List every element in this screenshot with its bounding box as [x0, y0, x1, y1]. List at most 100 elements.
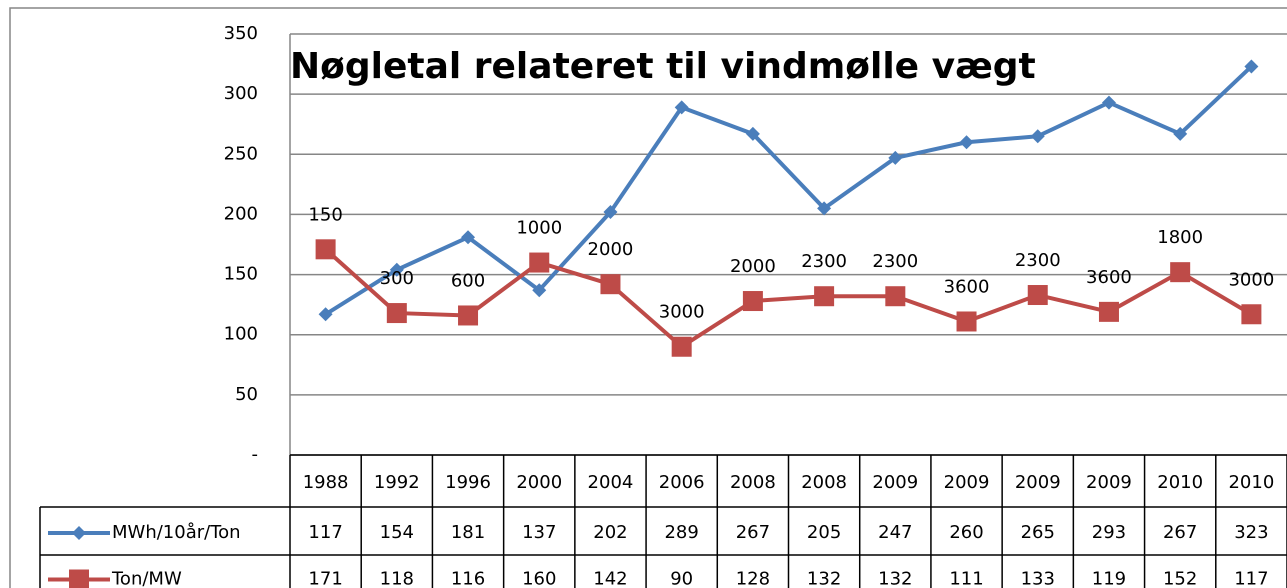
marker	[1244, 59, 1259, 74]
marker	[386, 303, 407, 324]
annotation: 2300	[801, 251, 847, 272]
marker	[318, 307, 333, 322]
table-value: 154	[380, 522, 414, 543]
marker	[671, 336, 692, 357]
table-value: 117	[1234, 569, 1268, 588]
annotation: 3000	[659, 302, 705, 323]
table-value: 323	[1234, 522, 1268, 543]
marker	[458, 305, 479, 326]
x-tick-label: 2008	[801, 472, 847, 493]
marker	[69, 569, 89, 588]
x-tick-label: 1992	[374, 472, 420, 493]
x-tick-label: 2000	[516, 472, 562, 493]
table-value: 90	[670, 569, 693, 588]
marker	[1098, 301, 1119, 322]
marker	[959, 135, 974, 150]
x-tick-label: 2010	[1157, 472, 1203, 493]
annotation: 300	[380, 268, 414, 289]
x-tick-label: 2008	[730, 472, 776, 493]
y-tick-label: 200	[224, 203, 258, 224]
x-tick-label: 2009	[1015, 472, 1061, 493]
table-value: 289	[664, 522, 698, 543]
table-value: 181	[451, 522, 485, 543]
marker	[461, 230, 476, 245]
marker	[745, 126, 760, 141]
marker	[885, 286, 906, 307]
table-value: 132	[878, 569, 912, 588]
marker	[888, 150, 903, 165]
table-value: 205	[807, 522, 841, 543]
marker	[603, 205, 618, 220]
table-value: 152	[1163, 569, 1197, 588]
marker	[72, 526, 86, 540]
table-value: 118	[380, 569, 414, 588]
marker	[817, 201, 832, 216]
table-value: 133	[1021, 569, 1055, 588]
annotation: 3000	[1228, 269, 1274, 290]
table-value: 265	[1021, 522, 1055, 543]
y-tick-label: 250	[224, 143, 258, 164]
x-tick-label: 1996	[445, 472, 491, 493]
annotation: 1800	[1157, 227, 1203, 248]
marker	[1027, 285, 1048, 306]
marker	[315, 239, 336, 260]
annotation: 1000	[516, 218, 562, 239]
marker	[1170, 262, 1191, 283]
x-tick-label: 2006	[659, 472, 705, 493]
table-value: 267	[736, 522, 770, 543]
y-tick-label: 300	[224, 83, 258, 104]
marker	[529, 252, 550, 273]
annotation: 2000	[588, 239, 634, 260]
table-value: 142	[593, 569, 627, 588]
table-value: 132	[807, 569, 841, 588]
marker	[674, 100, 689, 115]
marker	[389, 262, 404, 277]
annotation: 2300	[872, 251, 918, 272]
series-line	[324, 65, 1253, 316]
table-value: 260	[949, 522, 983, 543]
marker	[1030, 129, 1045, 144]
chart-frame	[9, 7, 1287, 588]
table-value: 171	[308, 569, 342, 588]
table-value: 202	[593, 522, 627, 543]
series-line	[324, 247, 1253, 349]
table-value: 267	[1163, 522, 1197, 543]
y-tick-label: 350	[224, 23, 258, 44]
y-tick-label: -	[252, 444, 259, 465]
marker	[600, 274, 621, 295]
annotation: 600	[451, 270, 485, 291]
marker	[814, 286, 835, 307]
marker	[1241, 304, 1262, 325]
marker	[1101, 95, 1116, 110]
table-value: 128	[736, 569, 770, 588]
y-tick-label: 150	[224, 264, 258, 285]
table-value: 117	[308, 522, 342, 543]
x-tick-label: 2009	[1086, 472, 1132, 493]
chart-title: Nøgletal relateret til vindmølle vægt	[290, 46, 1036, 87]
annotation: 150	[308, 204, 342, 225]
annotation: 2300	[1015, 250, 1061, 271]
annotation: 3600	[1086, 267, 1132, 288]
annotation: 3600	[944, 276, 990, 297]
marker	[532, 283, 547, 298]
legend-label: Ton/MW	[111, 569, 182, 588]
y-tick-label: 50	[235, 384, 258, 405]
marker	[956, 311, 977, 332]
x-tick-label: 1988	[303, 472, 349, 493]
table-value: 137	[522, 522, 556, 543]
table-value: 111	[949, 569, 983, 588]
x-tick-label: 2009	[872, 472, 918, 493]
table-value: 293	[1092, 522, 1126, 543]
table-value: 116	[451, 569, 485, 588]
legend-label: MWh/10år/Ton	[112, 522, 241, 543]
annotation: 2000	[730, 256, 776, 277]
y-tick-label: 100	[224, 324, 258, 345]
marker	[742, 291, 763, 312]
x-tick-label: 2010	[1228, 472, 1274, 493]
table-value: 247	[878, 522, 912, 543]
marker	[1173, 126, 1188, 141]
table-value: 160	[522, 569, 556, 588]
x-tick-label: 2009	[944, 472, 990, 493]
x-tick-label: 2004	[588, 472, 634, 493]
